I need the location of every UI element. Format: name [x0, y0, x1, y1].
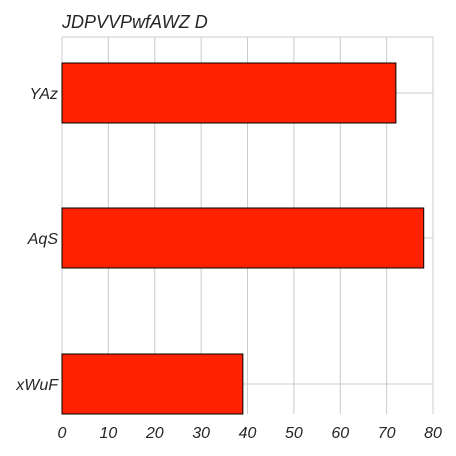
- x-tick-label: 0: [58, 425, 67, 442]
- bar-AqS: [61, 207, 425, 269]
- y-tick-labels: YAz AqS xWuF: [15, 86, 59, 394]
- y-tick-label: AqS: [27, 231, 59, 248]
- x-tick-label: 40: [239, 425, 257, 442]
- x-tick-label: 70: [378, 425, 396, 442]
- x-tick-label: 60: [331, 425, 349, 442]
- x-tick-labels: 0 10 20 30 40 50 60 70 80: [58, 425, 442, 442]
- x-tick-label: 10: [99, 425, 117, 442]
- bars-layer: [61, 62, 425, 415]
- y-tick-label: xWuF: [15, 377, 59, 394]
- x-tick-label: 20: [145, 425, 164, 442]
- x-tick-label: 80: [424, 425, 442, 442]
- bar-YAz: [61, 62, 397, 124]
- chart-title: JDPVVPwfAWZ D: [61, 12, 208, 32]
- x-tick-label: 30: [192, 425, 210, 442]
- bar-xWuF: [61, 353, 244, 415]
- y-tick-label: YAz: [30, 86, 58, 103]
- x-tick-label: 50: [285, 425, 303, 442]
